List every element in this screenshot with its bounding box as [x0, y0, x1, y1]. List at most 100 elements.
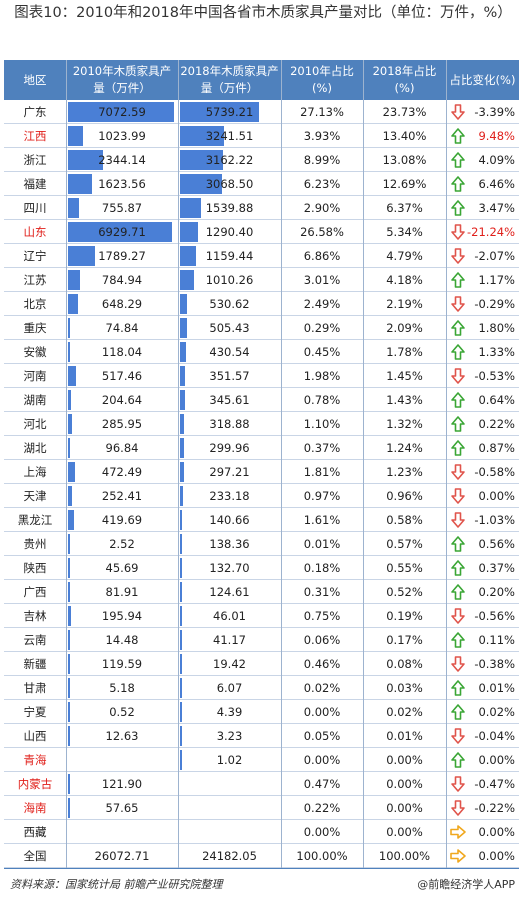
bar-2010 — [68, 678, 70, 698]
arrow-down-icon — [451, 800, 465, 816]
bar-2010 — [68, 534, 70, 554]
table-row: 贵州 2.52 138.36 0.01% 0.57% 0.56% — [4, 532, 519, 556]
region-cell: 宁夏 — [23, 705, 47, 719]
arrow-up-icon — [451, 200, 465, 216]
header-2018-share: 2018年占比(%) — [372, 64, 437, 95]
row-divider — [4, 147, 519, 148]
table-row: 广西 81.91 124.61 0.31% 0.52% 0.20% — [4, 580, 519, 604]
share-2010: 3.01% — [303, 273, 341, 287]
region-cell: 上海 — [23, 465, 47, 479]
share-2010: 0.22% — [303, 801, 341, 815]
value-2010: 57.65 — [105, 801, 139, 815]
share-2010: 0.00% — [303, 753, 341, 767]
share-2018: 2.19% — [386, 297, 423, 311]
share-2010: 0.05% — [303, 729, 341, 743]
bar-2018 — [180, 630, 182, 650]
share-2010: 6.23% — [303, 177, 341, 191]
share-2018: 1.43% — [386, 393, 423, 407]
bar-2010 — [68, 414, 73, 434]
value-2010: 1623.56 — [98, 177, 146, 191]
region-cell: 湖北 — [23, 441, 47, 455]
bar-2010 — [68, 102, 174, 122]
share-change: -1.03% — [474, 513, 515, 527]
arrow-down-icon — [451, 224, 465, 240]
bar-2018 — [180, 462, 185, 482]
value-2010: 96.84 — [105, 441, 139, 455]
arrow-up-icon — [451, 536, 465, 552]
table-row: 山东 6929.71 1290.40 26.58% 5.34% -21.24% — [4, 220, 519, 244]
value-2010: 195.94 — [101, 609, 143, 623]
row-divider — [4, 387, 519, 388]
bar-2018 — [180, 726, 182, 746]
share-2018: 0.96% — [386, 489, 423, 503]
share-2010: 0.31% — [303, 585, 341, 599]
header-region: 地区 — [23, 72, 47, 87]
table-row: 黑龙江 419.69 140.66 1.61% 0.58% -1.03% — [4, 508, 519, 532]
share-2018: 0.08% — [386, 657, 423, 671]
table-row: 北京 648.29 530.62 2.49% 2.19% -0.29% — [4, 292, 519, 316]
share-change: 0.37% — [478, 561, 515, 575]
share-2010: 100.00% — [296, 849, 348, 863]
table-bottom-border — [4, 868, 519, 869]
arrow-right-icon — [450, 825, 466, 839]
share-2018: 0.00% — [386, 777, 423, 791]
share-2018: 0.19% — [386, 609, 423, 623]
share-2018: 100.00% — [378, 849, 431, 863]
region-cell: 河南 — [23, 369, 47, 383]
value-2018: 46.01 — [213, 609, 246, 623]
region-cell: 新疆 — [23, 657, 47, 671]
bar-2010 — [68, 654, 70, 674]
share-2018: 1.24% — [386, 441, 423, 455]
value-2010: 7072.59 — [98, 105, 146, 119]
column-divider — [66, 60, 67, 868]
value-2018: 3068.50 — [205, 177, 254, 191]
row-divider — [4, 843, 519, 844]
share-2018: 13.08% — [382, 153, 427, 167]
region-cell: 辽宁 — [23, 249, 47, 263]
value-2018 — [178, 772, 281, 796]
table-header: 地区 2010年木质家具产量（万件） 2018年木质家具产量（万件） 2010年… — [4, 60, 519, 100]
arrow-down-icon — [451, 104, 465, 120]
value-2010: 648.29 — [101, 297, 143, 311]
value-2018: 3241.51 — [205, 129, 254, 143]
value-2018: 41.17 — [213, 633, 246, 647]
share-change: 6.46% — [478, 177, 515, 191]
region-cell: 河北 — [23, 417, 47, 431]
arrow-up-icon — [451, 128, 465, 144]
bar-2010 — [68, 198, 80, 218]
region-cell: 山东 — [23, 225, 47, 239]
bar-2018 — [180, 534, 182, 554]
bar-2010 — [68, 342, 70, 362]
value-2010: 204.64 — [101, 393, 143, 407]
share-2010: 0.97% — [303, 489, 341, 503]
arrow-up-icon — [451, 152, 465, 168]
row-divider — [4, 195, 519, 196]
value-2010: 12.63 — [105, 729, 139, 743]
row-divider — [4, 771, 519, 772]
arrow-up-icon — [451, 272, 465, 288]
bar-2018 — [180, 750, 182, 770]
value-2010: 119.59 — [101, 657, 143, 671]
bar-2018 — [180, 582, 182, 602]
share-2018: 5.34% — [386, 225, 423, 239]
row-divider — [4, 627, 519, 628]
region-cell: 黑龙江 — [17, 513, 53, 527]
table-row: 云南 14.48 41.17 0.06% 0.17% 0.11% — [4, 628, 519, 652]
table-row: 福建 1623.56 3068.50 6.23% 12.69% 6.46% — [4, 172, 519, 196]
share-change: -3.39% — [474, 105, 515, 119]
share-2018: 1.78% — [386, 345, 423, 359]
share-2018: 1.45% — [386, 369, 423, 383]
bar-2010 — [68, 150, 104, 170]
bar-2010 — [68, 390, 72, 410]
column-divider — [446, 60, 447, 868]
share-change: -0.22% — [474, 801, 515, 815]
bar-2010 — [68, 630, 70, 650]
region-cell: 甘肃 — [23, 681, 47, 695]
value-2018: 233.18 — [209, 489, 250, 503]
table-row: 宁夏 0.52 4.39 0.00% 0.02% 0.02% — [4, 700, 519, 724]
region-cell: 广东 — [23, 105, 47, 119]
share-2010: 0.47% — [303, 777, 341, 791]
bar-2010 — [68, 318, 70, 338]
brand-label: @前瞻经济学人APP — [417, 878, 515, 891]
share-2010: 0.00% — [303, 705, 341, 719]
